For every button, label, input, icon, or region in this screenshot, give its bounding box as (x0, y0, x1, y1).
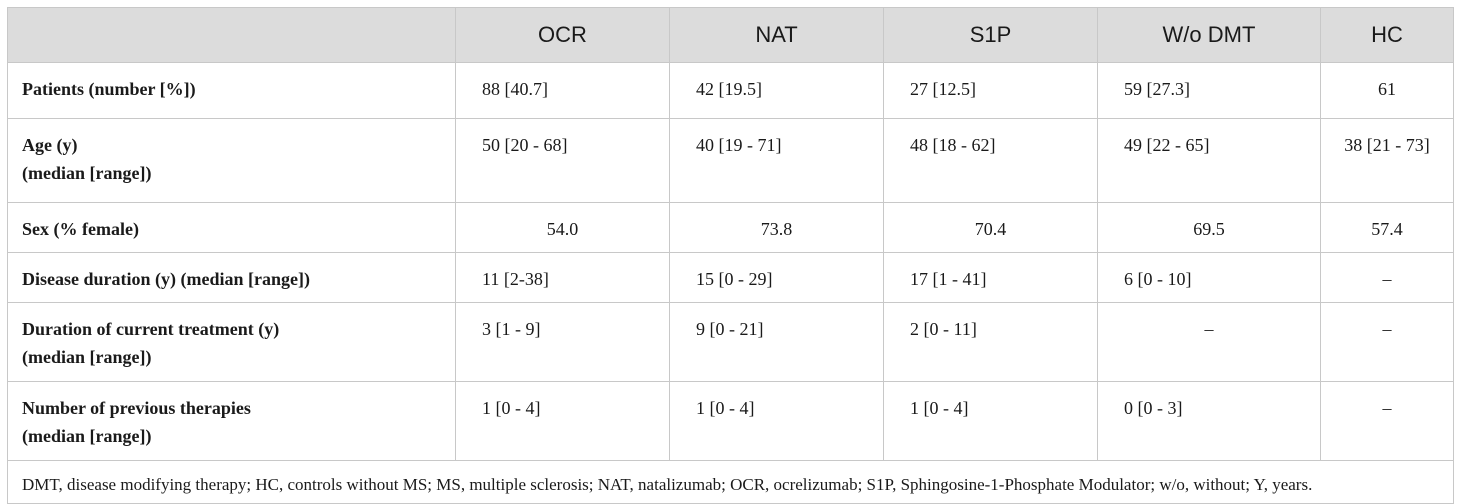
table-row: Duration of current treatment (y) (media… (7, 302, 1454, 382)
cell-ocr: 50 [20 - 68] (455, 118, 670, 203)
cell-s1p: 48 [18 - 62] (883, 118, 1098, 203)
row-label-line: (median [range]) (22, 163, 152, 183)
cell-ocr: 11 [2-38] (455, 252, 670, 303)
table-row: Number of previous therapies (median [ra… (7, 381, 1454, 461)
cell-wo-dmt: – (1097, 302, 1321, 382)
cell-nat: 42 [19.5] (669, 62, 884, 119)
demographics-table: OCR NAT S1P W/o DMT HC Patients (number … (7, 7, 1454, 504)
cell-hc: – (1320, 252, 1454, 303)
cell-s1p: 70.4 (883, 202, 1098, 253)
row-label: Sex (% female) (7, 202, 456, 253)
table-container: OCR NAT S1P W/o DMT HC Patients (number … (7, 7, 1454, 504)
cell-wo-dmt: 0 [0 - 3] (1097, 381, 1321, 461)
cell-ocr: 88 [40.7] (455, 62, 670, 119)
row-label: Duration of current treatment (y) (media… (7, 302, 456, 382)
header-row: OCR NAT S1P W/o DMT HC (7, 7, 1454, 63)
header-cell-s1p: S1P (883, 7, 1098, 63)
row-label-line: (median [range]) (22, 426, 152, 446)
cell-wo-dmt: 59 [27.3] (1097, 62, 1321, 119)
cell-wo-dmt: 6 [0 - 10] (1097, 252, 1321, 303)
header-cell-wo-dmt: W/o DMT (1097, 7, 1321, 63)
cell-s1p: 1 [0 - 4] (883, 381, 1098, 461)
cell-ocr: 3 [1 - 9] (455, 302, 670, 382)
row-label-line: Patients (number [%]) (22, 79, 196, 99)
cell-nat: 1 [0 - 4] (669, 381, 884, 461)
cell-wo-dmt: 69.5 (1097, 202, 1321, 253)
cell-hc: 57.4 (1320, 202, 1454, 253)
table-row: Age (y) (median [range]) 50 [20 - 68] 40… (7, 118, 1454, 203)
table-row: Patients (number [%]) 88 [40.7] 42 [19.5… (7, 62, 1454, 119)
row-label-line: Sex (% female) (22, 219, 139, 239)
cell-hc: – (1320, 381, 1454, 461)
row-label-line: Number of previous therapies (22, 398, 251, 418)
cell-s1p: 2 [0 - 11] (883, 302, 1098, 382)
row-label: Patients (number [%]) (7, 62, 456, 119)
cell-hc: 61 (1320, 62, 1454, 119)
cell-hc: 38 [21 - 73] (1320, 118, 1454, 203)
header-cell-nat: NAT (669, 7, 884, 63)
cell-ocr: 1 [0 - 4] (455, 381, 670, 461)
row-label: Disease duration (y) (median [range]) (7, 252, 456, 303)
cell-s1p: 17 [1 - 41] (883, 252, 1098, 303)
cell-wo-dmt: 49 [22 - 65] (1097, 118, 1321, 203)
header-cell-ocr: OCR (455, 7, 670, 63)
row-label: Number of previous therapies (median [ra… (7, 381, 456, 461)
cell-s1p: 27 [12.5] (883, 62, 1098, 119)
cell-nat: 9 [0 - 21] (669, 302, 884, 382)
row-label: Age (y) (median [range]) (7, 118, 456, 203)
cell-nat: 40 [19 - 71] (669, 118, 884, 203)
header-cell-hc: HC (1320, 7, 1454, 63)
row-label-line: Disease duration (y) (median [range]) (22, 269, 310, 289)
table-row: Sex (% female) 54.0 73.8 70.4 69.5 57.4 (7, 202, 1454, 253)
row-label-line: Duration of current treatment (y) (22, 319, 280, 339)
table-row: Disease duration (y) (median [range]) 11… (7, 252, 1454, 303)
cell-hc: – (1320, 302, 1454, 382)
footnote-row: DMT, disease modifying therapy; HC, cont… (7, 460, 1454, 504)
cell-nat: 15 [0 - 29] (669, 252, 884, 303)
header-cell-empty (7, 7, 456, 63)
row-label-line: Age (y) (22, 135, 78, 155)
cell-ocr: 54.0 (455, 202, 670, 253)
table-footnote: DMT, disease modifying therapy; HC, cont… (7, 460, 1454, 504)
cell-nat: 73.8 (669, 202, 884, 253)
row-label-line: (median [range]) (22, 347, 152, 367)
